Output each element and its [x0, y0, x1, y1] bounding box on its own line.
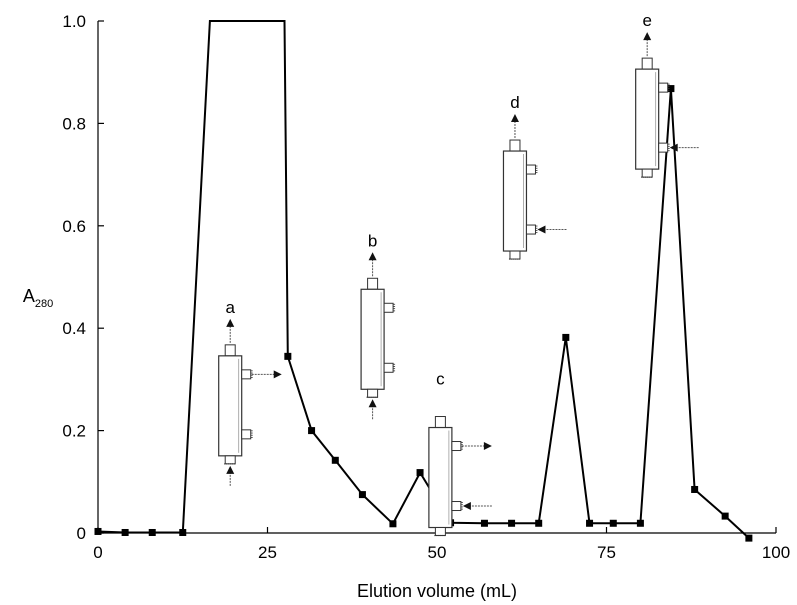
data-point: [308, 427, 316, 435]
column-port: [451, 441, 462, 452]
y-tick-label: 0.6: [62, 217, 86, 236]
y-ticks: 0 0.2 0.4 0.6 0.8 1.0: [62, 12, 104, 543]
column-port: [641, 57, 653, 70]
y-tick-label: 0.4: [62, 319, 86, 338]
column-body: [502, 150, 528, 252]
data-point: [480, 519, 488, 527]
data-point: [586, 519, 594, 527]
column-port: [434, 416, 446, 429]
column-port: [367, 277, 379, 290]
column-body: [428, 426, 453, 529]
column-annotation-d: d: [502, 93, 567, 260]
data-point: [508, 519, 516, 527]
x-ticks: 0 25 50 75 100: [93, 527, 790, 562]
column-port: [434, 527, 446, 537]
column-port: [658, 82, 669, 93]
x-tick-label: 75: [597, 543, 616, 562]
y-tick-label: 0.8: [62, 114, 86, 133]
data-point: [148, 528, 156, 536]
column-port: [509, 139, 521, 152]
data-point: [179, 528, 187, 536]
data-point: [636, 519, 644, 527]
peak-label: b: [368, 231, 377, 250]
column-annotation-c: c: [428, 370, 492, 537]
x-tick-label: 25: [258, 543, 277, 562]
column-port: [224, 344, 236, 357]
flow-arrow-head: [462, 502, 471, 511]
flow-arrow-head: [537, 225, 546, 234]
column-port: [383, 302, 394, 313]
column-port: [367, 388, 379, 398]
data-point: [535, 519, 543, 527]
column-port: [509, 250, 521, 260]
column-body: [218, 355, 243, 457]
data-point: [331, 456, 339, 464]
y-axis-title-subscript: 280: [35, 298, 53, 310]
flow-arrow-head: [226, 465, 235, 474]
data-point: [358, 491, 366, 499]
data-point: [562, 333, 570, 341]
data-point: [667, 85, 675, 93]
data-point: [416, 469, 424, 477]
flow-arrow-head: [368, 399, 377, 408]
column-port: [241, 429, 252, 440]
column-annotation-b: b: [360, 231, 396, 420]
column-port: [525, 224, 536, 235]
peak-label: c: [436, 370, 445, 389]
y-tick-label: 0: [77, 524, 86, 543]
annotation-layer: a b c d e: [218, 11, 699, 537]
column-port: [641, 168, 653, 178]
flow-arrow-head: [483, 442, 492, 451]
x-tick-label: 0: [93, 543, 102, 562]
peak-label: a: [225, 298, 235, 317]
peak-label: d: [510, 93, 519, 112]
data-point: [121, 528, 129, 536]
flow-arrow-head: [273, 370, 282, 379]
y-tick-label: 1.0: [62, 12, 86, 31]
column-port: [658, 142, 669, 153]
column-annotation-e: e: [635, 11, 699, 178]
data-point: [609, 519, 617, 527]
data-point: [721, 512, 729, 520]
x-axis-title: Elution volume (mL): [357, 581, 517, 601]
y-tick-label: 0.2: [62, 422, 86, 441]
flow-arrow-head: [226, 318, 235, 327]
y-axis-title: A280: [23, 286, 53, 310]
data-point: [389, 520, 397, 528]
data-point: [284, 352, 292, 360]
column-port: [451, 501, 462, 512]
column-port: [383, 362, 394, 373]
flow-arrow-head: [510, 114, 519, 123]
data-point: [94, 527, 102, 535]
column-body: [360, 288, 385, 390]
flow-arrow-head: [643, 32, 652, 41]
flow-arrow-head: [669, 143, 678, 152]
flow-arrow-head: [368, 252, 377, 261]
x-tick-label: 50: [428, 543, 447, 562]
peak-label: e: [642, 11, 651, 30]
data-point: [745, 534, 753, 542]
column-port: [241, 369, 252, 380]
column-annotation-a: a: [218, 298, 282, 486]
x-tick-label: 100: [762, 543, 790, 562]
column-port: [224, 455, 236, 465]
column-body: [635, 68, 660, 170]
column-port: [525, 164, 536, 175]
data-point: [691, 485, 699, 493]
y-axis-title-base: A: [23, 286, 35, 306]
